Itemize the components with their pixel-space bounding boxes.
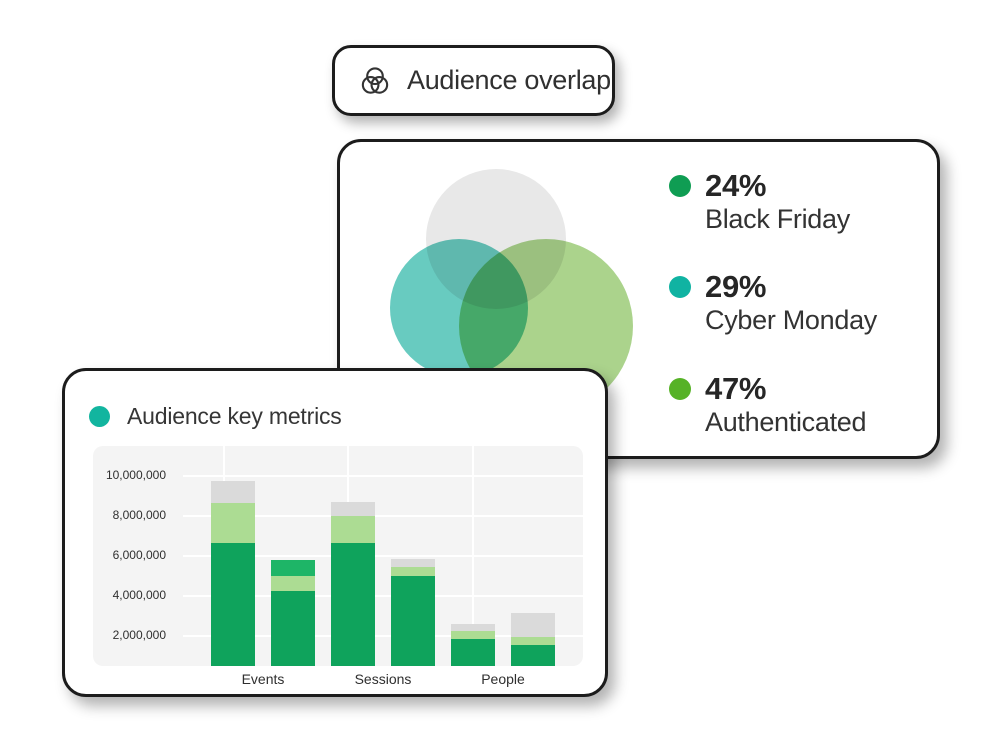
cyber-monday-dot-icon bbox=[669, 276, 691, 298]
x-tick-label-people: People bbox=[481, 671, 525, 687]
bar-segment-light-green bbox=[391, 567, 435, 576]
bar-segment-bright-green bbox=[271, 560, 315, 576]
legend-item-black-friday: 24% Black Friday bbox=[669, 169, 850, 235]
y-tick-label: 8,000,000 bbox=[112, 508, 166, 522]
metrics-title: Audience key metrics bbox=[127, 403, 342, 429]
h-gridline bbox=[183, 635, 583, 637]
authenticated-percent: 47% bbox=[705, 371, 767, 406]
legend-item-authenticated: 47% Authenticated bbox=[669, 371, 867, 438]
authenticated-dot-icon bbox=[669, 378, 691, 400]
x-tick-label-sessions: Sessions bbox=[354, 671, 412, 687]
bar-segment-gray bbox=[211, 481, 255, 503]
x-tick-label-events: Events bbox=[241, 671, 285, 687]
bar-segment-gray bbox=[511, 613, 555, 637]
black-friday-dot-icon bbox=[669, 175, 691, 197]
bar-segment-gray bbox=[391, 559, 435, 567]
badge-label: Audience overlap bbox=[407, 65, 611, 95]
cyber-monday-percent: 29% bbox=[705, 269, 767, 304]
venn-diagram-icon bbox=[357, 63, 393, 99]
bar-segment-green bbox=[211, 543, 255, 666]
bar-segment-light-green bbox=[451, 631, 495, 639]
bar-segment-green bbox=[331, 543, 375, 666]
cyber-monday-label: Cyber Monday bbox=[705, 305, 877, 335]
bar-segment-light-green bbox=[271, 576, 315, 591]
bar-segment-light-green bbox=[211, 503, 255, 543]
bar-segment-green bbox=[391, 576, 435, 666]
audience-key-metrics-card: Audience key metrics 10,000,000 8,000,000… bbox=[62, 368, 608, 697]
bar-segment-green bbox=[451, 639, 495, 666]
y-tick-label: 10,000,000 bbox=[105, 468, 166, 482]
y-tick-label: 4,000,000 bbox=[112, 588, 166, 602]
black-friday-label: Black Friday bbox=[705, 204, 850, 234]
h-gridline bbox=[183, 515, 583, 517]
bar-segment-green bbox=[511, 645, 555, 666]
h-gridline bbox=[183, 475, 583, 477]
y-tick-label: 6,000,000 bbox=[112, 548, 166, 562]
bar-segment-light-green bbox=[331, 516, 375, 543]
metrics-header: Audience key metrics bbox=[89, 403, 342, 430]
black-friday-percent: 24% bbox=[705, 168, 767, 203]
h-gridline bbox=[183, 555, 583, 557]
legend-item-cyber-monday: 29% Cyber Monday bbox=[669, 270, 877, 336]
bar-segment-gray bbox=[451, 624, 495, 631]
h-gridline bbox=[183, 595, 583, 597]
authenticated-label: Authenticated bbox=[705, 407, 867, 437]
bar-segment-gray bbox=[331, 502, 375, 516]
audience-overlap-badge: Audience overlap bbox=[332, 45, 615, 116]
metrics-title-dot-icon bbox=[89, 406, 110, 427]
chart-plot bbox=[93, 446, 583, 666]
y-tick-label: 2,000,000 bbox=[112, 628, 166, 642]
bar-segment-light-green bbox=[511, 637, 555, 645]
audience-overlap-card: 24% Black Friday 29% Cyber Monday 47% Au… bbox=[337, 139, 940, 459]
bar-segment-green bbox=[271, 591, 315, 666]
v-gridline bbox=[472, 446, 474, 666]
